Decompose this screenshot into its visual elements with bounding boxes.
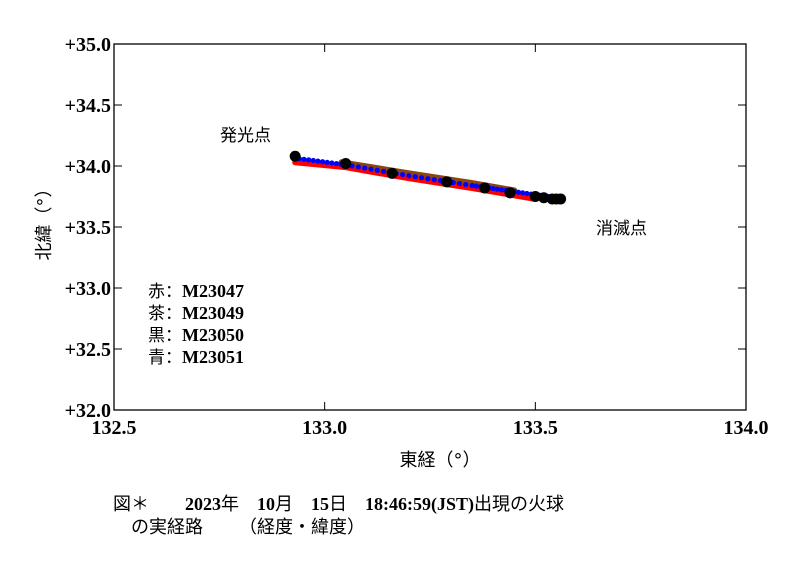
y-tick-label: +32.0 [65, 400, 111, 422]
legend-item: 赤：M23047 [148, 281, 244, 303]
legend-item: 黒：M23050 [148, 325, 244, 347]
caption-line2a: の実経路 [131, 517, 203, 538]
figure-caption: 図＊ 2023年 10月 15日 18:46:59(JST)出現の火球 の実経路… [113, 493, 564, 539]
caption-year: 2023 [185, 494, 221, 514]
axis-ticks [113, 43, 747, 411]
caption-day-unit: 日 [329, 494, 347, 515]
legend-color-name: 赤 [148, 282, 165, 302]
series-layer [289, 150, 567, 205]
legend-color-name: 青 [148, 348, 165, 368]
legend-color-name: 黒 [148, 326, 165, 346]
caption-fig-label: 図＊ [113, 494, 149, 515]
legend-item: 茶：M23049 [148, 303, 244, 325]
legend-separator: ： [165, 348, 182, 368]
legend-series-id: M23050 [182, 325, 244, 345]
caption-day: 15 [311, 494, 329, 514]
x-tick-label: 132.5 [92, 417, 137, 439]
tick-labels: 132.5 133.0 133.5 134.0 +32.0 +32.5 +33.0 +33.5… [65, 34, 769, 439]
y-tick-label: +33.5 [65, 217, 111, 239]
y-axis-title: 北緯（°） [34, 180, 55, 261]
legend-item: 青：M23051 [148, 347, 244, 369]
y-tick-label: +32.5 [65, 339, 111, 361]
y-tick-label: +33.0 [65, 278, 111, 300]
x-tick-label: 133.5 [513, 417, 558, 439]
legend-series-id: M23049 [182, 303, 244, 323]
series-m23050 [289, 150, 567, 205]
caption-time: 18:46:59(JST) [365, 494, 474, 514]
legend-series-id: M23047 [182, 281, 244, 301]
x-tick-label: 133.0 [302, 417, 347, 439]
end-point-label: 消滅点 [596, 219, 647, 239]
series-m23051 [296, 156, 555, 200]
y-tick-label: +34.0 [65, 156, 111, 178]
caption-month-unit: 月 [275, 494, 293, 515]
legend: 赤：M23047 茶：M23049 黒：M23050 青：M23051 [148, 281, 244, 369]
legend-separator: ： [165, 282, 182, 302]
legend-series-id: M23051 [182, 347, 244, 367]
caption-line2b: （経度・緯度） [239, 517, 365, 538]
x-tick-label: 134.0 [724, 417, 769, 439]
caption-month: 10 [257, 494, 275, 514]
legend-color-name: 茶 [148, 304, 165, 324]
caption-suffix: 出現の火球 [474, 494, 564, 515]
y-tick-label: +35.0 [65, 34, 111, 56]
x-axis-title: 東経（°） [400, 450, 481, 471]
caption-year-unit: 年 [221, 494, 239, 515]
series-m23047 [292, 159, 539, 202]
start-point-label: 発光点 [220, 126, 271, 146]
legend-separator: ： [165, 326, 182, 346]
y-tick-label: +34.5 [65, 95, 111, 117]
legend-separator: ： [165, 304, 182, 324]
